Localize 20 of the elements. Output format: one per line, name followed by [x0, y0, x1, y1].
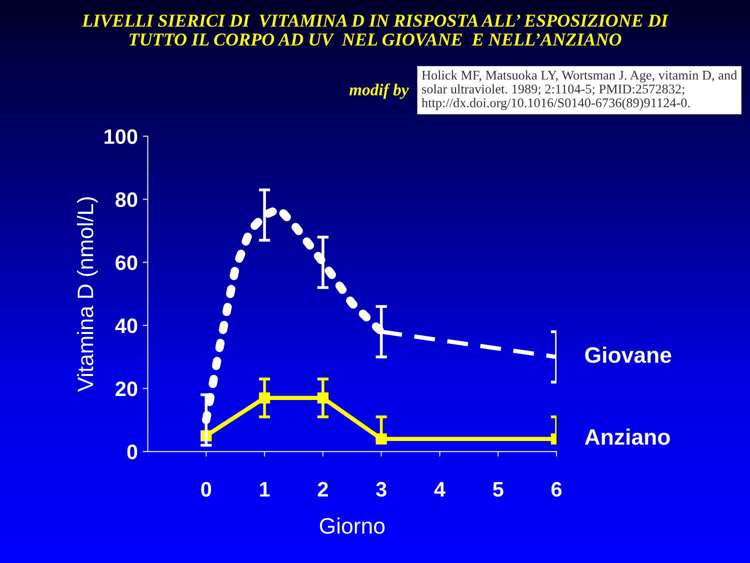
x-tick-label: 5 — [492, 482, 504, 497]
x-tick-label: 1 — [260, 482, 270, 496]
y-tick-label: 40 — [115, 318, 138, 334]
chart-title: LIVELLI SIERICI DI VITAMINA D IN RISPOSTA ALL’ ESPOSIZIONE DI TUTTO IL CORPO AD UV NEL GIOVANE E NELL’ANZIANO — [82, 14, 668, 46]
y-tick-label: 60 — [116, 255, 138, 270]
y-tick-label: 20 — [116, 381, 138, 396]
series-label: Anziano — [584, 428, 670, 445]
y-tick-label: 80 — [116, 192, 138, 208]
y-axis-title: Vitamina D (nmol/L) — [77, 197, 98, 392]
x-tick-label: 2 — [318, 482, 328, 496]
series-label: Giovane — [585, 346, 672, 363]
x-tick-label: 4 — [434, 482, 446, 496]
text: Holick MF, Matsuoka LY, Wortsman J. Age, vitamin D, and solar ultraviolet. 1989; 2:1104-5; PMID:2572832; http://dx.doi.org/10.1016/S0140-6736(89)91124-0. — [422, 70, 738, 110]
x-tick-label: 0 — [201, 482, 212, 497]
y-tick-label: 0 — [127, 444, 138, 460]
y-tick-label: 100 — [104, 129, 138, 144]
x-tick-label: 6 — [551, 482, 562, 497]
x-tick-label: 3 — [376, 482, 386, 497]
x-axis-title: Giorno — [320, 517, 385, 534]
text: modif by — [349, 84, 409, 99]
